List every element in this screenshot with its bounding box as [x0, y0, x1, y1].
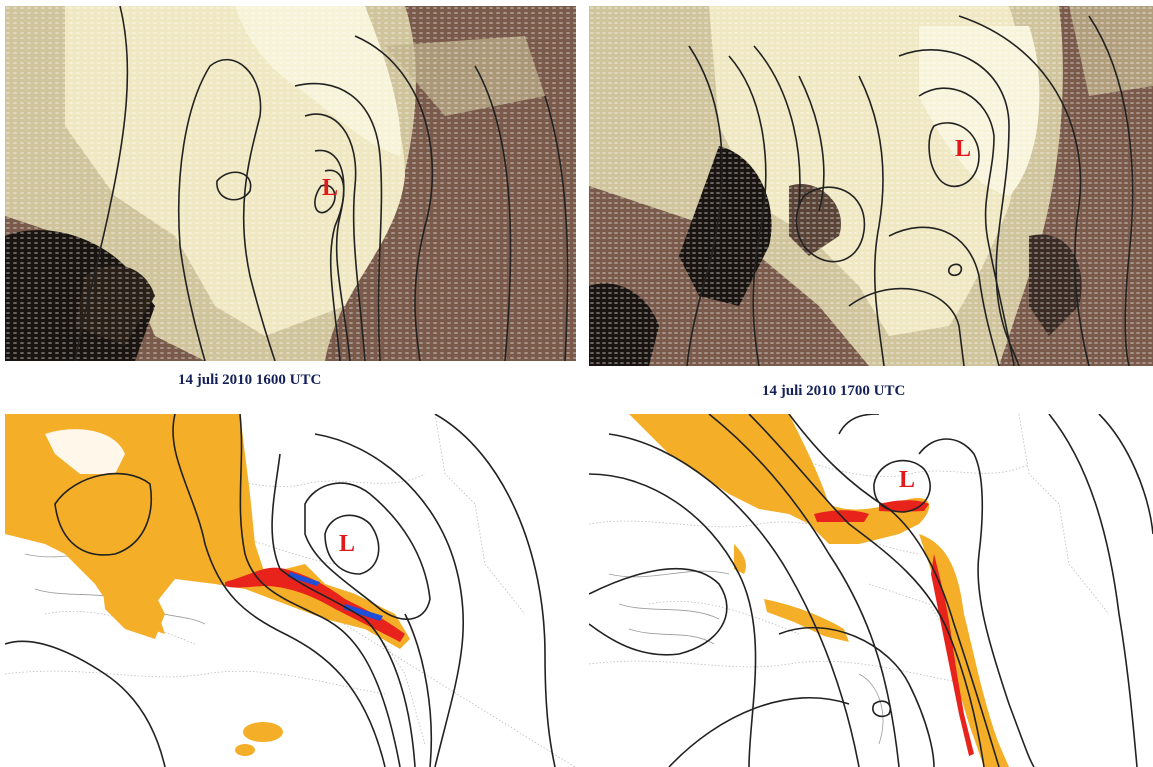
- isobars: [74, 6, 569, 361]
- low-pressure-label: L: [955, 136, 971, 162]
- radar-panel-1700: L: [589, 414, 1153, 767]
- coastline: [608, 570, 884, 745]
- radar-heavy: [288, 572, 383, 621]
- radar-panel-1600: L: [5, 414, 575, 767]
- low-pressure-label: L: [339, 531, 355, 557]
- satellite-panel-1700: L: [589, 6, 1153, 366]
- caption-1700-utc: 14 juli 2010 1700 UTC: [762, 383, 906, 399]
- caption-1600-utc: 14 juli 2010 1600 UTC: [178, 372, 322, 388]
- isobars: [5, 414, 556, 767]
- low-pressure-label: L: [322, 175, 338, 201]
- isobars: [589, 414, 1153, 767]
- isobars: [686, 15, 1134, 366]
- low-pressure-label: L: [899, 467, 915, 493]
- satellite-panel-1600: L: [5, 6, 576, 361]
